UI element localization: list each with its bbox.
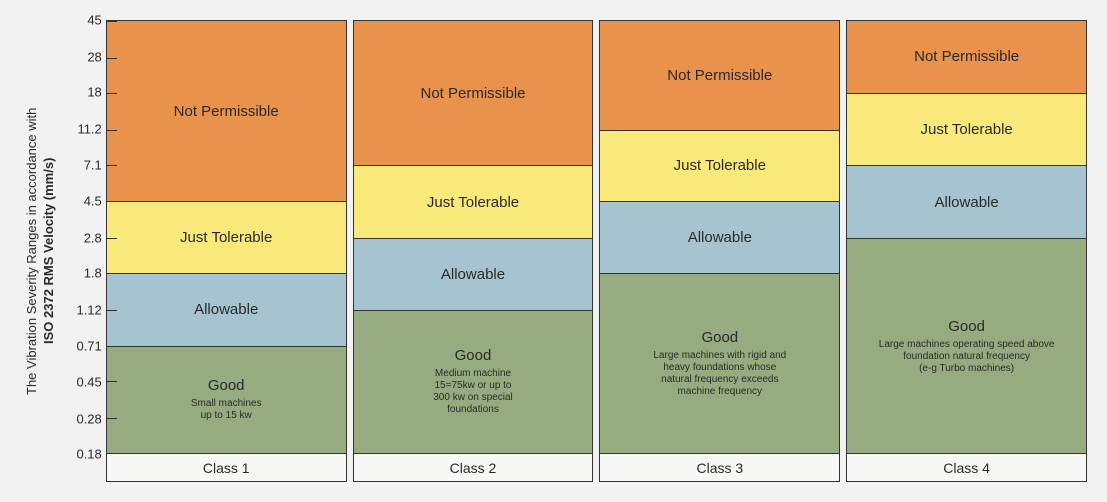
band-label: Good [455,347,492,364]
band-description: Medium machine15=75kw or up to300 kw on … [433,368,513,416]
bands: Not Permissible Just Tolerable Allowable Go… [599,20,840,454]
y-tick: 0.18 [76,447,101,462]
y-tick: 45 [87,13,101,28]
class-column: Not Permissible Just Tolerable Allowable Go… [846,20,1087,482]
band-not_permissible: Not Permissible [107,21,346,201]
class-column: Not Permissible Just Tolerable Allowable Go… [353,20,594,482]
tick-mark [107,165,117,166]
x-label: Class 2 [353,454,594,482]
band-label: Just Tolerable [427,194,519,211]
tick-mark [107,310,117,311]
band-label: Allowable [935,194,999,211]
band-label: Not Permissible [914,48,1019,65]
band-label: Just Tolerable [674,157,766,174]
tick-mark [107,93,117,94]
class-column: Not Permissible Just Tolerable Allowable Go… [106,20,347,482]
y-tick: 0.28 [76,412,101,427]
class-column: Not Permissible Just Tolerable Allowable Go… [599,20,840,482]
band-allowable: Allowable [847,165,1086,238]
y-tick: 7.1 [84,158,102,173]
bands: Not Permissible Just Tolerable Allowable Go… [106,20,347,454]
band-label: Good [701,329,738,346]
tick-mark [107,453,117,454]
y-tick: 4.5 [84,193,102,208]
y-tick: 11.2 [77,122,101,137]
y-tick: 1.12 [76,303,101,318]
y-tick: 18 [87,85,101,100]
bands: Not Permissible Just Tolerable Allowable Go… [846,20,1087,454]
band-description: Large machines operating speed abovefoun… [879,339,1055,375]
band-just_tolerable: Just Tolerable [107,201,346,273]
band-label: Just Tolerable [920,121,1012,138]
band-just_tolerable: Just Tolerable [600,130,839,201]
y-tick: 2.8 [84,231,102,246]
y-axis-label: The Vibration Severity Ranges in accorda… [20,20,62,482]
y-tick: 0.71 [76,339,101,354]
tick-mark [107,58,117,59]
tick-mark [107,346,117,347]
band-description: Small machinesup to 15 kw [191,398,262,422]
x-label: Class 3 [599,454,840,482]
band-good: Good Large machines with rigid andheavy f… [600,273,839,453]
y-tick: 28 [87,50,101,65]
band-not_permissible: Not Permissible [847,21,1086,93]
band-label: Allowable [441,266,505,283]
band-just_tolerable: Just Tolerable [847,93,1086,166]
tick-mark [107,21,117,22]
band-description: Large machines with rigid andheavy found… [653,350,786,398]
vibration-severity-chart: The Vibration Severity Ranges in accorda… [20,20,1087,482]
y-tick: 1.8 [84,266,102,281]
band-not_permissible: Not Permissible [354,21,593,165]
tick-mark [107,201,117,202]
band-label: Just Tolerable [180,229,272,246]
band-label: Not Permissible [420,85,525,102]
tick-mark [107,418,117,419]
band-label: Allowable [194,301,258,318]
y-axis-label-line1: The Vibration Severity Ranges in accorda… [24,107,39,394]
band-good: Good Large machines operating speed above… [847,238,1086,453]
band-allowable: Allowable [354,238,593,310]
tick-mark [107,238,117,239]
band-good: Good Medium machine15=75kw or up to300 kw… [354,310,593,453]
y-axis: 0.18 0.28 0.45 0.71 1.12 1.8 2.8 4.5 7.1 11.2 18 28… [62,20,106,482]
band-label: Good [208,377,245,394]
y-tick: 0.45 [76,374,101,389]
tick-mark [107,273,117,274]
x-label: Class 1 [106,454,347,482]
band-just_tolerable: Just Tolerable [354,165,593,238]
band-label: Not Permissible [667,67,772,84]
band-label: Allowable [688,229,752,246]
bands: Not Permissible Just Tolerable Allowable Go… [353,20,594,454]
band-not_permissible: Not Permissible [600,21,839,130]
y-axis-label-line2: ISO 2372 RMS Velocity (mm/s) [41,158,56,344]
x-label: Class 4 [846,454,1087,482]
plot-area: Not Permissible Just Tolerable Allowable Go… [106,20,1087,482]
tick-mark [107,381,117,382]
band-allowable: Allowable [600,201,839,273]
band-label: Good [948,318,985,335]
tick-mark [107,130,117,131]
band-good: Good Small machinesup to 15 kw [107,346,346,453]
band-allowable: Allowable [107,273,346,346]
band-label: Not Permissible [174,103,279,120]
